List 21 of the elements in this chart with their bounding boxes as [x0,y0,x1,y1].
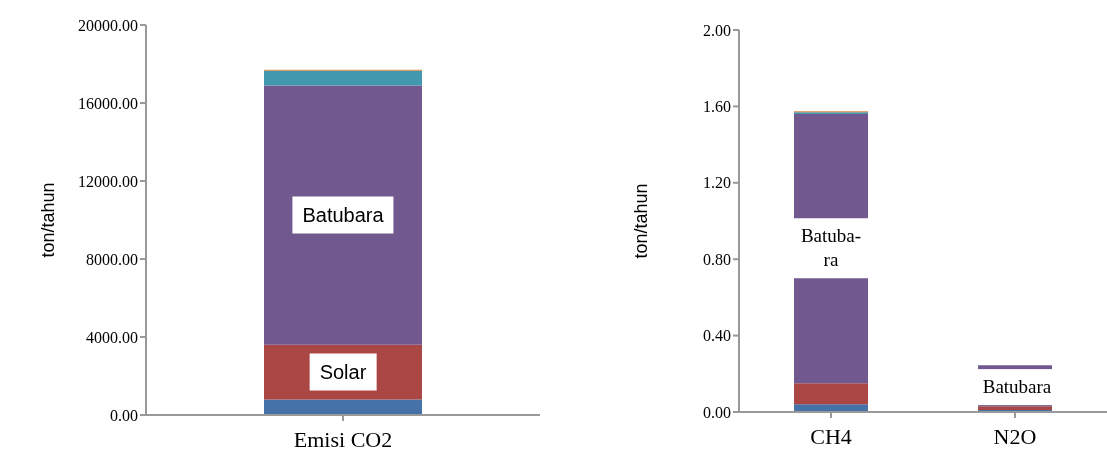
y-tick-label: 16000.00 [78,94,138,112]
x-tick-label: Emisi CO2 [293,426,393,452]
annotation: Batuba- ra [790,218,872,278]
y-tick-label: 0.80 [703,250,731,268]
y-tick-label: 4000.00 [86,328,138,346]
y-axis-title: ton/tahun [38,182,58,258]
y-tick-label: 20000.00 [78,16,138,34]
y-tick-label: 1.20 [703,174,731,192]
x-tick-label: CH4 [810,423,852,449]
y-tick-label: 2.00 [703,21,731,39]
y-tick-label: 8000.00 [86,250,138,268]
annotation: Batubara [292,196,394,234]
y-tick-label: 0.00 [110,406,138,424]
x-tick-label: N2O [993,423,1037,449]
annotation: Solar [309,353,377,391]
y-tick-label: 1.60 [703,98,731,116]
annotation: Batubara [972,369,1062,405]
y-tick-label: 12000.00 [78,172,138,190]
y-tick-label: 0.40 [703,327,731,345]
y-axis-title: ton/tahun [631,183,651,259]
y-tick-label: 0.00 [703,403,731,421]
